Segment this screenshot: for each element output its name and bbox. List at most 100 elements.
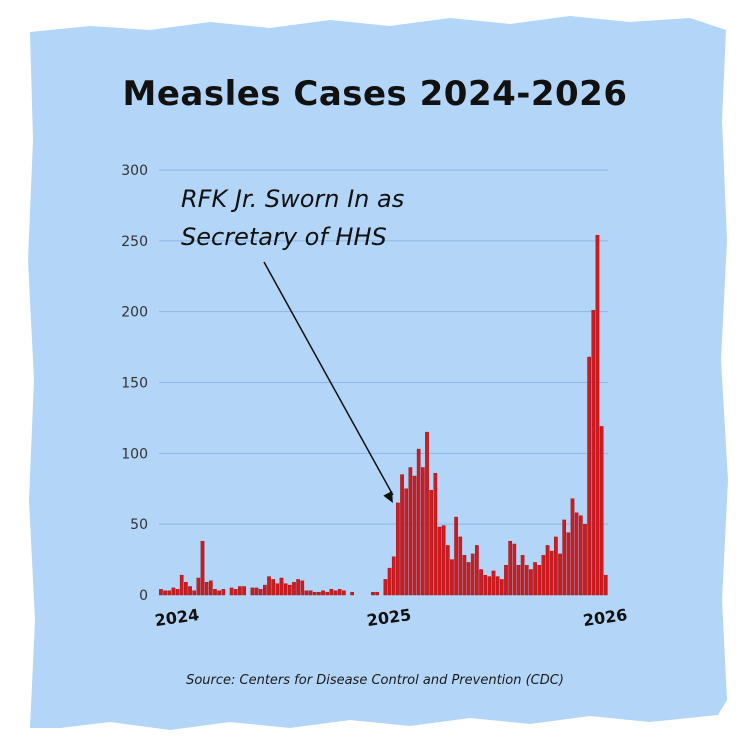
bar-week-85 bbox=[512, 543, 517, 596]
bar-week-102 bbox=[583, 523, 587, 596]
bar-week-82 bbox=[500, 579, 504, 596]
bar-week-36 bbox=[308, 590, 313, 596]
x-axis-ticks: 2024 2025 2026 bbox=[154, 605, 629, 630]
bar-week-10 bbox=[200, 540, 205, 596]
bar-week-27 bbox=[271, 579, 276, 596]
bar-week-26 bbox=[267, 576, 271, 596]
bar-week-5 bbox=[179, 574, 184, 596]
bar-week-101 bbox=[578, 515, 583, 596]
bar-week-17 bbox=[229, 587, 234, 596]
source-caption: Source: Centers for Disease Control and … bbox=[186, 673, 564, 688]
bar-week-6 bbox=[184, 582, 188, 596]
bar-week-80 bbox=[491, 570, 496, 596]
bar-week-60 bbox=[408, 467, 413, 596]
bar-week-20 bbox=[242, 586, 246, 596]
bar-week-61 bbox=[412, 475, 417, 596]
bar-week-84 bbox=[508, 540, 512, 596]
bar-week-104 bbox=[591, 310, 596, 596]
bar-week-97 bbox=[562, 519, 567, 596]
bar-week-44 bbox=[342, 590, 346, 596]
bar-week-66 bbox=[433, 472, 438, 596]
y-tick-label-0: 0 bbox=[139, 588, 148, 604]
annotation-arrow bbox=[263, 261, 394, 503]
bar-week-23 bbox=[254, 587, 259, 596]
y-tick-label-300: 300 bbox=[121, 163, 148, 179]
bar-week-35 bbox=[304, 590, 309, 596]
bar-week-14 bbox=[217, 590, 221, 596]
bar-week-95 bbox=[554, 536, 558, 596]
bar-week-87 bbox=[520, 555, 525, 596]
chart-title: Measles Cases 2024-2026 bbox=[122, 74, 628, 114]
bar-week-89 bbox=[529, 569, 533, 596]
bar-week-75 bbox=[470, 553, 475, 596]
y-tick-label-50: 50 bbox=[130, 517, 148, 533]
annotation-arrow-head bbox=[383, 490, 393, 503]
bar-week-42 bbox=[333, 590, 338, 596]
bar-week-86 bbox=[516, 565, 521, 596]
bar-week-40 bbox=[325, 591, 330, 596]
bar-week-37 bbox=[312, 591, 317, 596]
annotation-line-1: RFK Jr. Sworn In as bbox=[181, 185, 405, 213]
bar-week-52 bbox=[375, 591, 379, 596]
bar-week-72 bbox=[458, 536, 463, 596]
bar-week-99 bbox=[570, 498, 575, 596]
bar-week-24 bbox=[258, 589, 263, 596]
bar-week-41 bbox=[329, 589, 334, 596]
y-tick-label-200: 200 bbox=[121, 305, 148, 321]
bar-week-107 bbox=[603, 574, 608, 596]
bar-week-70 bbox=[450, 559, 454, 596]
bar-week-100 bbox=[574, 512, 579, 596]
bar-week-103 bbox=[587, 356, 591, 596]
bar-week-77 bbox=[479, 569, 483, 596]
bar-week-76 bbox=[475, 545, 479, 596]
bar-week-63 bbox=[421, 467, 425, 596]
bar-week-58 bbox=[400, 474, 404, 596]
bar-week-94 bbox=[549, 550, 554, 596]
bar-week-91 bbox=[537, 565, 542, 596]
y-axis-ticks: 0 50 100 150 200 250 300 bbox=[121, 163, 148, 604]
bar-week-78 bbox=[483, 574, 488, 596]
y-tick-label-100: 100 bbox=[121, 446, 148, 462]
bar-week-51 bbox=[371, 591, 375, 596]
bar-week-8 bbox=[192, 590, 197, 596]
bar-week-31 bbox=[287, 584, 292, 596]
bar-week-1 bbox=[163, 590, 167, 596]
bar-week-83 bbox=[504, 565, 508, 596]
bar-week-30 bbox=[283, 583, 288, 596]
bar-week-55 bbox=[387, 567, 392, 596]
gridlines bbox=[159, 169, 608, 525]
bar-week-69 bbox=[445, 545, 450, 596]
bar-week-34 bbox=[300, 580, 305, 596]
bar-week-4 bbox=[175, 589, 180, 596]
bar-week-68 bbox=[441, 525, 446, 596]
bar-week-13 bbox=[213, 589, 217, 596]
bar-week-88 bbox=[524, 565, 529, 596]
annotation-line-2: Secretary of HHS bbox=[181, 223, 387, 251]
bar-week-11 bbox=[204, 582, 209, 596]
bar-week-28 bbox=[275, 583, 280, 596]
bar-week-57 bbox=[396, 502, 400, 596]
bar-week-19 bbox=[238, 586, 242, 596]
bar-week-12 bbox=[208, 580, 213, 596]
annotation-arrow-line bbox=[263, 261, 394, 496]
bar-week-25 bbox=[263, 584, 267, 596]
bar-week-43 bbox=[337, 589, 342, 596]
bar-week-0 bbox=[159, 589, 163, 596]
bar-week-2 bbox=[167, 590, 172, 596]
bar-week-15 bbox=[221, 589, 226, 596]
x-tick-label-2024: 2024 bbox=[154, 605, 201, 630]
bar-week-93 bbox=[545, 545, 550, 596]
bar-week-46 bbox=[350, 591, 354, 596]
bar-week-33 bbox=[296, 579, 300, 596]
bar-week-9 bbox=[196, 577, 201, 596]
bar-week-98 bbox=[566, 532, 571, 596]
y-tick-label-150: 150 bbox=[121, 376, 148, 392]
bar-week-54 bbox=[383, 579, 388, 596]
bar-week-65 bbox=[429, 489, 433, 596]
bar-week-59 bbox=[404, 488, 409, 596]
bars bbox=[159, 234, 608, 596]
bar-week-96 bbox=[558, 553, 562, 596]
bar-week-92 bbox=[541, 555, 546, 596]
bar-week-67 bbox=[437, 526, 442, 596]
bar-week-106 bbox=[599, 426, 604, 596]
